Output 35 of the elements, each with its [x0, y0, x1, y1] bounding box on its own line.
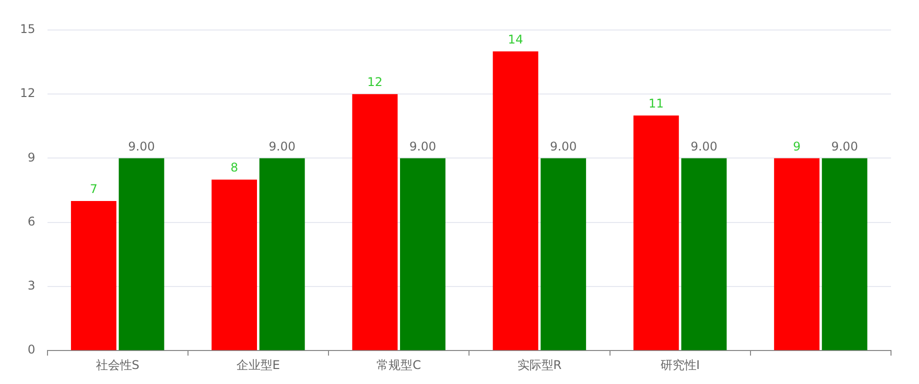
bar	[774, 158, 820, 350]
bar	[492, 51, 538, 350]
data-label: 14	[508, 32, 524, 46]
y-tick-label: 0	[28, 342, 36, 357]
data-label: 12	[367, 75, 383, 90]
bar	[259, 158, 305, 350]
data-label: 8	[230, 160, 238, 175]
y-tick-label: 3	[28, 278, 36, 293]
x-tick-label: 常规型C	[376, 358, 422, 372]
data-label: 9.00	[268, 139, 296, 154]
y-tick-label: 12	[20, 86, 36, 100]
bar	[822, 158, 868, 350]
data-label: 7	[90, 182, 98, 196]
y-tick-label: 15	[20, 22, 36, 36]
bar	[118, 158, 164, 350]
bar	[400, 158, 446, 350]
bar	[633, 115, 679, 350]
x-tick-label: 实际型R	[517, 358, 562, 372]
bar	[70, 200, 116, 350]
data-label: 9.00	[409, 139, 436, 154]
data-label: 11	[648, 96, 664, 111]
y-tick-label: 6	[28, 214, 36, 228]
x-tick-label: 企业型E	[236, 358, 280, 372]
data-label: 9.00	[690, 139, 718, 154]
data-label: 9.00	[128, 139, 155, 154]
data-label: 9.00	[831, 139, 858, 154]
bar	[681, 158, 727, 350]
data-label: 9.00	[550, 139, 577, 154]
y-tick-label: 9	[28, 150, 36, 164]
data-label: 9	[792, 139, 801, 154]
x-tick-label: 研究性I	[660, 358, 700, 372]
bar	[352, 94, 398, 350]
x-tick-label: 社会性S	[96, 358, 140, 372]
bar	[212, 180, 258, 350]
bar	[540, 158, 586, 350]
